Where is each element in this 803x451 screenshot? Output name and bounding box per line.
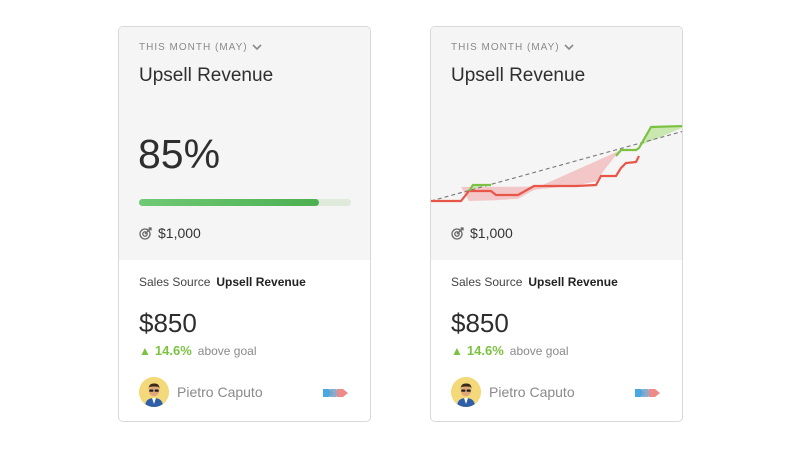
actual-line-above-2 [615, 124, 682, 157]
goal-value: $1,000 [470, 225, 513, 241]
sales-source: Sales Source Upsell Revenue [451, 275, 618, 289]
trend-chart [431, 124, 682, 203]
chevron-down-icon [564, 44, 574, 51]
progress-percent: 85% [138, 131, 221, 177]
sales-source-label: Sales Source [451, 275, 523, 289]
sales-source-value: Upsell Revenue [528, 275, 618, 289]
actual-line-below [431, 155, 640, 203]
target-icon [139, 227, 152, 240]
owner-name: Pietro Caputo [177, 384, 263, 400]
amount-value: $850 [451, 308, 509, 338]
goal-row: $1,000 [139, 225, 201, 241]
target-icon [451, 227, 464, 240]
caret-up-icon: ▲ [451, 344, 463, 358]
delta-row: ▲ 14.6% above goal [139, 343, 256, 358]
sales-source: Sales Source Upsell Revenue [139, 275, 306, 289]
period-label: THIS MONTH (MAY) [139, 42, 248, 53]
delta-row: ▲ 14.6% above goal [451, 343, 568, 358]
amount-value: $850 [139, 308, 197, 338]
progress-bar [139, 199, 351, 206]
delta-value: 14.6% [466, 343, 504, 358]
sales-source-value: Upsell Revenue [216, 275, 306, 289]
sales-source-label: Sales Source [139, 275, 211, 289]
kpi-card-trend[interactable]: THIS MONTH (MAY) Upsell Revenue $1,0 [430, 26, 683, 422]
kpi-card-progress[interactable]: THIS MONTH (MAY) Upsell Revenue 85% $1,0… [118, 26, 371, 422]
progress-bar-fill [139, 199, 320, 206]
caret-up-icon: ▲ [139, 344, 151, 358]
area-below-goal [461, 150, 621, 201]
goal-row: $1,000 [451, 225, 513, 241]
owner-name: Pietro Caputo [489, 384, 575, 400]
actual-line-above-1 [468, 183, 491, 192]
card-header-area: THIS MONTH (MAY) Upsell Revenue 85% $1,0… [119, 27, 370, 260]
avatar [451, 377, 481, 407]
owner[interactable]: Pietro Caputo [451, 377, 575, 407]
period-selector[interactable]: THIS MONTH (MAY) [451, 42, 574, 53]
avatar [139, 377, 169, 407]
card-title: Upsell Revenue [451, 65, 586, 86]
period-selector[interactable]: THIS MONTH (MAY) [139, 42, 262, 53]
chevron-down-icon [252, 44, 262, 51]
card-header-area: THIS MONTH (MAY) Upsell Revenue $1,0 [431, 27, 682, 260]
delta-text: above goal [197, 344, 257, 358]
tags-icon[interactable] [322, 386, 350, 400]
tags-icon[interactable] [634, 386, 662, 400]
period-label: THIS MONTH (MAY) [451, 42, 560, 53]
owner[interactable]: Pietro Caputo [139, 377, 263, 407]
goal-value: $1,000 [158, 225, 201, 241]
delta-value: 14.6% [154, 343, 192, 358]
card-title: Upsell Revenue [139, 65, 274, 86]
delta-text: above goal [509, 344, 569, 358]
